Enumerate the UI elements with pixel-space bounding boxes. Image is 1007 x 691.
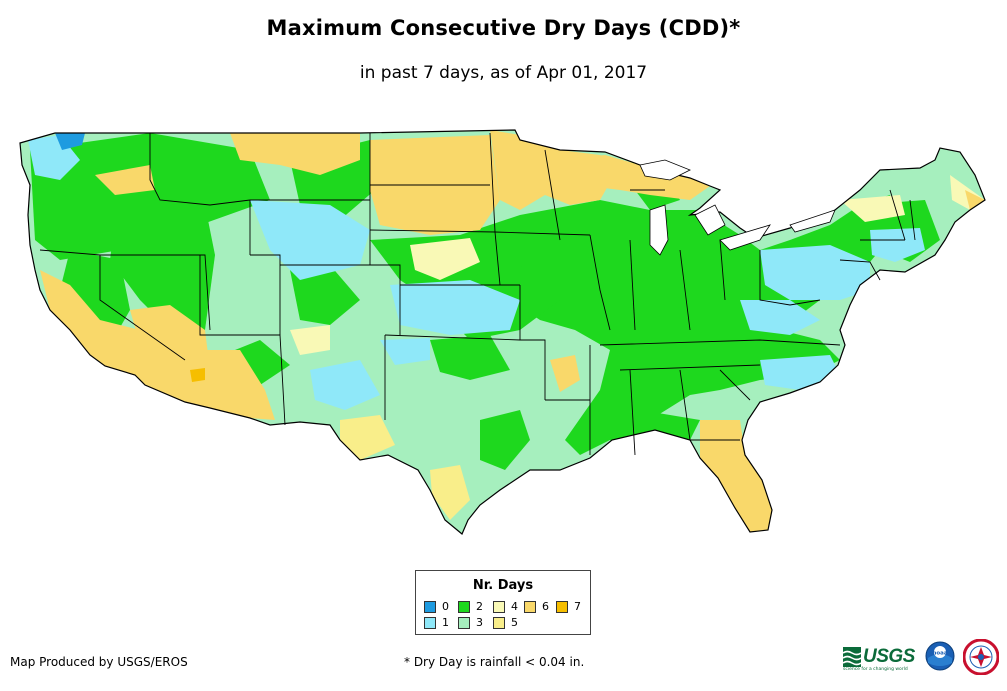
map-subtitle: in past 7 days, as of Apr 01, 2017 bbox=[359, 63, 648, 83]
legend-item-6: 6 bbox=[524, 601, 549, 613]
usgs-logo: USGS science for a changing world bbox=[843, 643, 919, 672]
map-title: Maximum Consecutive Dry Days (CDD)* bbox=[266, 16, 741, 40]
usgs-logo-text: USGS bbox=[863, 646, 915, 667]
legend-swatch-1 bbox=[424, 617, 436, 629]
legend-title: Nr. Days bbox=[472, 578, 534, 593]
nws-logo-icon bbox=[963, 639, 999, 675]
legend-label-1: 1 bbox=[442, 616, 449, 629]
legend-label-7: 7 bbox=[574, 600, 581, 613]
dry-day-note: * Dry Day is rainfall < 0.04 in. bbox=[404, 655, 585, 669]
legend-swatch-4 bbox=[493, 601, 505, 613]
legend-item-2: 2 bbox=[458, 601, 483, 613]
noaa-logo-text: noaa bbox=[932, 651, 947, 657]
legend-item-4: 4 bbox=[493, 601, 518, 613]
map-legend: Nr. Days 0 1 2 3 4 5 6 7 bbox=[415, 570, 591, 635]
legend-label-6: 6 bbox=[542, 600, 549, 613]
legend-item-0: 0 bbox=[424, 601, 449, 613]
legend-label-3: 3 bbox=[476, 616, 483, 629]
legend-swatch-6 bbox=[524, 601, 536, 613]
legend-label-4: 4 bbox=[511, 600, 518, 613]
noaa-logo-icon: noaa bbox=[925, 641, 955, 671]
legend-label-5: 5 bbox=[511, 616, 518, 629]
legend-item-1: 1 bbox=[424, 617, 449, 629]
usgs-wave-icon bbox=[843, 647, 861, 667]
legend-label-2: 2 bbox=[476, 600, 483, 613]
legend-item-7: 7 bbox=[556, 601, 581, 613]
legend-swatch-5 bbox=[493, 617, 505, 629]
legend-item-3: 3 bbox=[458, 617, 483, 629]
legend-swatch-7 bbox=[556, 601, 568, 613]
credit-text: Map Produced by USGS/EROS bbox=[10, 655, 188, 669]
legend-item-5: 5 bbox=[493, 617, 518, 629]
legend-swatch-0 bbox=[424, 601, 436, 613]
usgs-tagline: science for a changing world bbox=[843, 667, 908, 672]
legend-swatch-3 bbox=[458, 617, 470, 629]
legend-swatch-2 bbox=[458, 601, 470, 613]
legend-label-0: 0 bbox=[442, 600, 449, 613]
